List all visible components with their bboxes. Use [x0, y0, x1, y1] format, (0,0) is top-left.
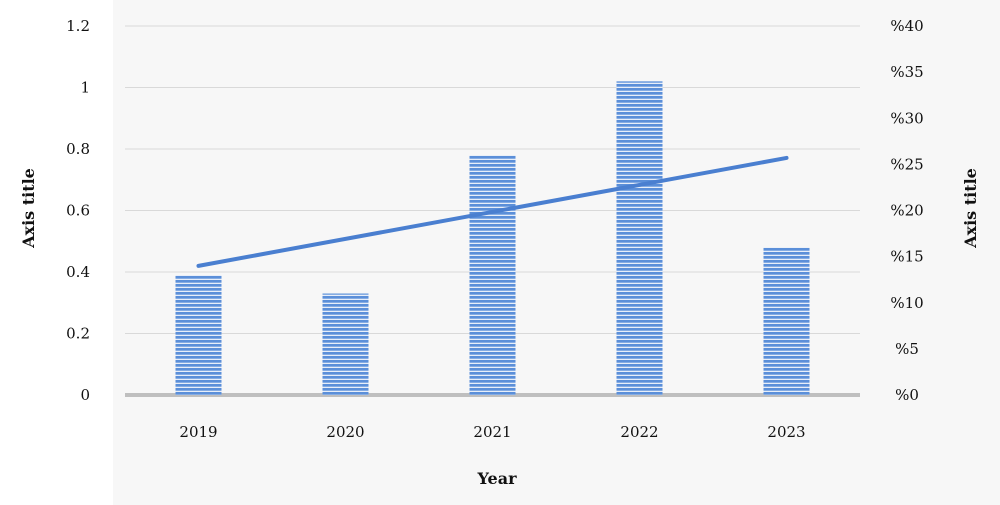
bar-2023	[763, 247, 810, 395]
trend-line-group	[196, 155, 789, 268]
y2-tick-label: %25	[890, 155, 923, 173]
y-tick-label: 1.2	[66, 17, 90, 35]
x-tick-label: 2019	[179, 423, 217, 441]
y2-tick-label: %40	[890, 17, 923, 35]
bar-2020	[322, 293, 369, 395]
y2-tick-label: %30	[890, 109, 923, 127]
y-tick-label: 0.2	[66, 325, 90, 343]
y-tick-label: 1	[80, 79, 90, 97]
y2-tick-label: %20	[890, 202, 923, 220]
trend-line	[196, 155, 789, 268]
y2-tick-label: %15	[890, 248, 923, 266]
y-tick-label: 0.4	[66, 263, 90, 281]
bar-2021	[469, 155, 516, 395]
bars	[175, 81, 810, 395]
y2-tick-label: %0	[895, 386, 919, 404]
bar-2019	[175, 275, 222, 395]
x-axis-ticks: 2019 2020 2021 2022 2023	[179, 423, 805, 441]
y2-axis-title: Axis title	[961, 168, 980, 249]
x-tick-label: 2022	[620, 423, 658, 441]
y-tick-label: 0	[80, 386, 90, 404]
x-tick-label: 2021	[473, 423, 511, 441]
y-tick-label: 0.6	[66, 202, 90, 220]
x-axis-title: Year	[476, 469, 517, 488]
y2-tick-label: %10	[890, 294, 923, 312]
y2-tick-label: %5	[895, 340, 919, 358]
y2-axis-ticks: %0 %5 %10 %15 %20 %25 %30 %35 %40	[890, 17, 923, 404]
y-axis-title: Axis title	[19, 168, 38, 249]
y-tick-label: 0.8	[66, 140, 90, 158]
y2-tick-label: %35	[890, 63, 923, 81]
x-tick-label: 2020	[326, 423, 364, 441]
y-axis-ticks: 0 0.2 0.4 0.6 0.8 1 1.2	[66, 17, 90, 404]
bar-2022	[616, 81, 663, 395]
category-axis-panel	[143, 400, 863, 505]
x-tick-label: 2023	[767, 423, 805, 441]
